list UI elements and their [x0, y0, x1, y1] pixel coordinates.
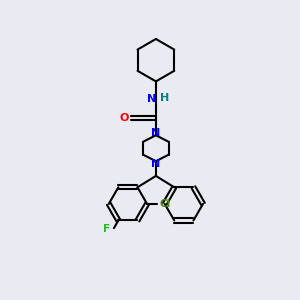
Text: N: N — [151, 128, 160, 138]
Text: Cl: Cl — [159, 200, 171, 209]
Text: F: F — [103, 224, 110, 234]
Text: H: H — [160, 93, 169, 103]
Text: N: N — [147, 94, 157, 104]
Text: O: O — [120, 112, 129, 123]
Text: N: N — [151, 159, 160, 169]
